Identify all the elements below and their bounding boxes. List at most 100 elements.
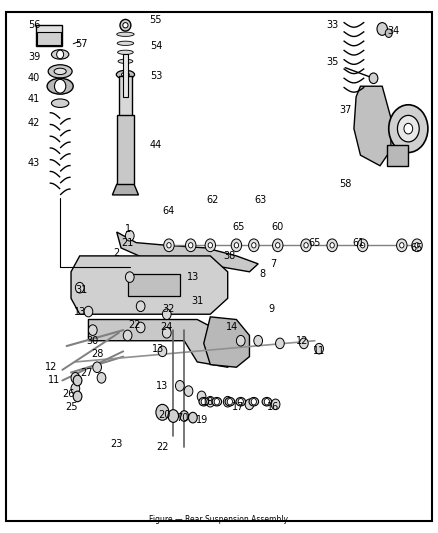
Circle shape: [377, 22, 388, 35]
Circle shape: [399, 243, 404, 248]
Circle shape: [360, 243, 365, 248]
Ellipse shape: [51, 99, 69, 108]
Text: 58: 58: [339, 179, 351, 189]
Ellipse shape: [121, 72, 129, 77]
Circle shape: [238, 399, 244, 405]
Ellipse shape: [118, 59, 133, 63]
Text: 57: 57: [76, 39, 88, 49]
Circle shape: [176, 381, 184, 391]
Text: 9: 9: [268, 304, 274, 314]
Circle shape: [227, 399, 233, 405]
Circle shape: [252, 243, 256, 248]
Text: 25: 25: [65, 402, 77, 412]
Circle shape: [73, 391, 82, 402]
Text: 23: 23: [110, 439, 123, 449]
Circle shape: [315, 343, 323, 354]
Circle shape: [385, 29, 392, 37]
Circle shape: [412, 239, 422, 252]
Text: 41: 41: [28, 94, 40, 104]
Circle shape: [272, 239, 283, 252]
Ellipse shape: [225, 398, 235, 406]
Text: 1: 1: [124, 224, 131, 235]
Text: 53: 53: [150, 70, 162, 80]
Circle shape: [185, 239, 196, 252]
Text: 19: 19: [195, 415, 208, 425]
Text: 13: 13: [74, 306, 86, 317]
Circle shape: [93, 362, 102, 373]
Ellipse shape: [48, 64, 72, 78]
Text: 31: 31: [191, 296, 203, 306]
Text: 38: 38: [224, 251, 236, 261]
Polygon shape: [204, 317, 250, 367]
Text: 61: 61: [352, 238, 364, 248]
Circle shape: [168, 410, 179, 422]
Circle shape: [330, 243, 334, 248]
Circle shape: [223, 397, 232, 407]
Circle shape: [234, 243, 239, 248]
Circle shape: [201, 399, 206, 405]
Ellipse shape: [212, 398, 222, 406]
Circle shape: [162, 309, 171, 319]
Text: 26: 26: [63, 389, 75, 399]
Text: 54: 54: [150, 42, 162, 52]
Text: 17: 17: [233, 402, 245, 412]
Ellipse shape: [117, 32, 134, 36]
Text: 55: 55: [150, 15, 162, 25]
Text: 33: 33: [326, 20, 338, 30]
Circle shape: [125, 272, 134, 282]
Circle shape: [214, 399, 219, 405]
Circle shape: [264, 399, 269, 405]
Text: 28: 28: [91, 349, 103, 359]
Polygon shape: [113, 184, 138, 195]
Circle shape: [71, 373, 80, 383]
Circle shape: [84, 306, 93, 317]
Circle shape: [97, 373, 106, 383]
Circle shape: [188, 243, 193, 248]
Circle shape: [136, 301, 145, 312]
Circle shape: [389, 105, 428, 152]
Ellipse shape: [54, 68, 66, 75]
Ellipse shape: [249, 398, 258, 406]
Polygon shape: [88, 319, 241, 367]
Circle shape: [404, 123, 413, 134]
Text: 8: 8: [259, 270, 265, 279]
Text: 65: 65: [308, 238, 321, 248]
Ellipse shape: [123, 22, 128, 28]
Circle shape: [167, 243, 171, 248]
Ellipse shape: [47, 78, 73, 94]
Text: 22: 22: [128, 320, 141, 330]
Circle shape: [249, 239, 259, 252]
Circle shape: [156, 405, 169, 420]
Text: 27: 27: [80, 368, 92, 377]
Ellipse shape: [262, 398, 272, 406]
Text: 14: 14: [226, 322, 238, 333]
Text: 60: 60: [272, 222, 284, 232]
Text: 63: 63: [254, 195, 266, 205]
Polygon shape: [71, 256, 228, 314]
Text: 13: 13: [156, 381, 169, 391]
Text: 56: 56: [28, 20, 40, 30]
Circle shape: [73, 375, 82, 386]
Text: 13: 13: [187, 272, 199, 282]
Circle shape: [164, 239, 174, 252]
Circle shape: [54, 79, 66, 93]
Text: 18: 18: [202, 397, 214, 407]
Circle shape: [251, 399, 256, 405]
Circle shape: [327, 239, 337, 252]
Ellipse shape: [199, 398, 208, 406]
Circle shape: [369, 73, 378, 84]
Circle shape: [88, 325, 97, 335]
Text: 40: 40: [28, 73, 40, 83]
Text: 20: 20: [159, 410, 171, 420]
Ellipse shape: [51, 50, 69, 59]
Text: 12: 12: [45, 362, 58, 372]
Text: 44: 44: [150, 140, 162, 150]
Text: 39: 39: [28, 52, 40, 62]
Text: 65: 65: [411, 243, 423, 253]
Text: 22: 22: [156, 442, 169, 452]
Text: 11: 11: [313, 346, 325, 357]
Circle shape: [123, 330, 132, 341]
Circle shape: [208, 243, 212, 248]
Circle shape: [301, 239, 311, 252]
Bar: [36, 25, 62, 46]
